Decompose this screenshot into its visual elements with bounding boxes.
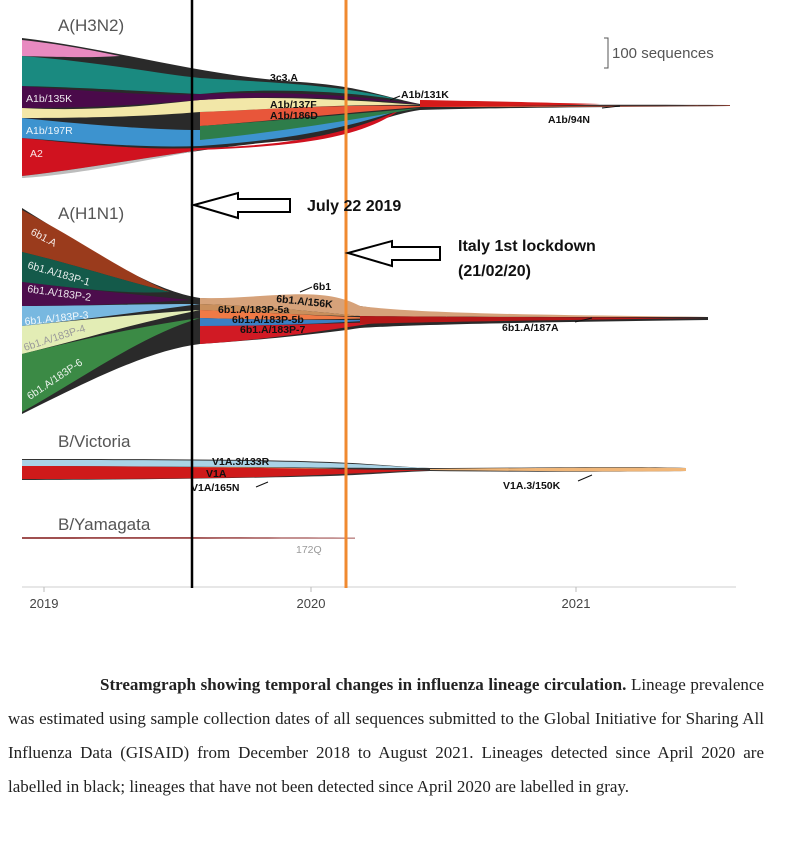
arrow-july-2019 xyxy=(190,191,291,220)
stream-a1b-131k xyxy=(200,108,420,140)
label-6b1a-183p-7: 6b1.A/183P-7 xyxy=(240,324,306,336)
leader-a1b-131k xyxy=(389,95,401,101)
panel-h1n1: A(H1N1) 6b1.A 6b1.A/183P-1 6b1.A/183P-2 … xyxy=(22,204,708,414)
stream-6b1a-183p-3 xyxy=(22,304,200,326)
leader-v1a-165n xyxy=(255,481,269,488)
x-tick-label-2019: 2019 xyxy=(30,596,59,611)
panel-b-victoria: B/Victoria V1A.3/133R V1A V1A/165N V1A.3… xyxy=(22,432,686,494)
stream-a1b-137f xyxy=(22,97,420,118)
label-a1b-135k: A1b/135K xyxy=(26,93,72,105)
stream-6b1a-183p-2 xyxy=(22,282,190,306)
arrow-italy-lockdown xyxy=(344,239,441,268)
panel-title-h3n2: A(H3N2) xyxy=(58,16,124,35)
x-tick-label-2020: 2020 xyxy=(297,596,326,611)
stream-v1a-3-133r xyxy=(22,460,430,468)
stream-a1b-186d xyxy=(200,105,730,126)
stream-6b1a-183p-1 xyxy=(22,252,170,293)
panel-b-yamagata: B/Yamagata 172Q xyxy=(22,515,355,556)
streamgraph-chart: A(H3N2) A1b/135K A1b/197R A2 3c3.A A1b/1… xyxy=(22,0,736,611)
label-v1a-3-133r: V1A.3/133R xyxy=(212,456,270,468)
label-a2: A2 xyxy=(30,148,43,160)
stream-a1b-135k xyxy=(22,86,420,108)
label-6b1a-156k: 6b1.A/156K xyxy=(276,293,334,311)
label-a1b-131k: A1b/131K xyxy=(401,89,449,101)
stream-6b1a-183p-4 xyxy=(22,310,200,354)
stream-a1b-94n xyxy=(420,100,600,107)
scale-label: 100 sequences xyxy=(612,45,714,62)
label-a1b-197r: A1b/197R xyxy=(26,125,73,137)
annotation-italy-lockdown-line1: Italy 1st lockdown xyxy=(458,238,596,255)
stream-a1b-197r xyxy=(22,110,400,147)
label-a1b-94n: A1b/94N xyxy=(548,114,590,126)
stream-3c3a xyxy=(22,56,400,100)
x-tick-label-2021: 2021 xyxy=(562,596,591,611)
stream-a2 xyxy=(22,110,400,176)
label-3c3a: 3c3.A xyxy=(270,72,298,84)
stream-v1a-3-150k xyxy=(430,467,686,472)
stream-6b1a-183p-5b xyxy=(200,318,380,326)
stream-6b1a-183p-7 xyxy=(200,322,380,344)
label-6b1a-183p-5b: 6b1.A/183P-5b xyxy=(232,314,304,326)
scale-bar xyxy=(604,37,609,69)
panel-title-b-yamagata: B/Yamagata xyxy=(58,515,151,534)
stream-h3n2-pink xyxy=(22,40,120,58)
panel-title-b-victoria: B/Victoria xyxy=(58,432,131,451)
label-6b1: 6b1 xyxy=(313,281,331,293)
stream-6b1a-187a xyxy=(360,316,708,324)
stream-v1a-165n xyxy=(22,466,430,479)
stream-6b1a-156k xyxy=(200,304,360,316)
leader-v1a-3-150k xyxy=(577,474,593,482)
leader-a1b-94n xyxy=(601,105,621,109)
x-axis: 2019 2020 2021 xyxy=(22,586,736,611)
stream-6b1 xyxy=(200,294,708,317)
label-v1a-3-150k: V1A.3/150K xyxy=(503,480,561,492)
label-a1b-137f: A1b/137F xyxy=(270,99,317,111)
panel-title-h1n1: A(H1N1) xyxy=(58,204,124,223)
panel-h3n2: A(H3N2) A1b/135K A1b/197R A2 3c3.A A1b/1… xyxy=(22,16,730,178)
caption-body: Lineage prevalence was estimated using s… xyxy=(8,675,765,796)
label-6b1a-187a: 6b1.A/187A xyxy=(502,322,559,334)
figure-caption: Streamgraph showing temporal changes in … xyxy=(8,668,764,804)
stream-6b1a-183p-6 xyxy=(22,318,200,412)
leader-6b1a-187a xyxy=(574,317,593,323)
annotation-july-2019: July 22 2019 xyxy=(307,198,401,215)
label-a1b-186d: A1b/186D xyxy=(270,110,318,122)
caption-title: Streamgraph showing temporal changes in … xyxy=(100,675,627,694)
leader-6b1 xyxy=(299,286,313,293)
label-172q: 172Q xyxy=(296,544,322,556)
stream-h3n2-gray xyxy=(22,150,200,178)
stream-6b1a-183p-5a xyxy=(200,310,380,320)
label-6b1a-183p-5a: 6b1.A/183P-5a xyxy=(218,304,289,316)
label-v1a-165n: V1A/165N xyxy=(191,482,239,494)
annotations: July 22 2019 Italy 1st lockdown (21/02/2… xyxy=(190,0,596,588)
label-v1a: V1A xyxy=(206,468,227,480)
annotation-italy-lockdown-line2: (21/02/20) xyxy=(458,263,531,280)
stream-172q xyxy=(22,537,355,539)
stream-6b1a xyxy=(22,210,170,292)
